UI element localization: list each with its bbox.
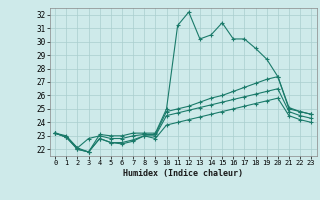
X-axis label: Humidex (Indice chaleur): Humidex (Indice chaleur) bbox=[123, 169, 243, 178]
